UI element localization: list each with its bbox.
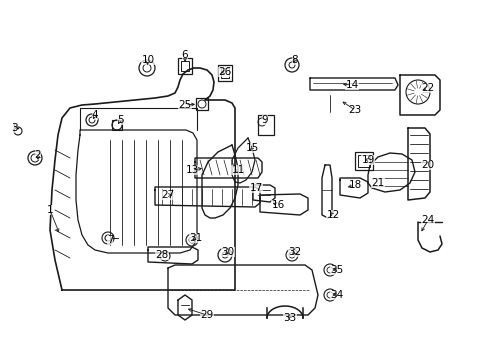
Bar — [178, 58, 192, 74]
Bar — [181, 61, 189, 71]
Text: 25: 25 — [178, 100, 191, 110]
Text: 2: 2 — [35, 150, 41, 160]
Text: 22: 22 — [421, 83, 434, 93]
Text: 17: 17 — [249, 183, 262, 193]
Text: 21: 21 — [370, 178, 384, 188]
Text: 26: 26 — [218, 67, 231, 77]
Text: 31: 31 — [189, 233, 202, 243]
Text: 28: 28 — [155, 250, 168, 260]
Text: 6: 6 — [182, 50, 188, 60]
Text: 13: 13 — [185, 165, 198, 175]
Text: 3: 3 — [11, 123, 17, 133]
Text: 16: 16 — [271, 200, 284, 210]
Text: 24: 24 — [421, 215, 434, 225]
Bar — [196, 98, 207, 110]
Text: 10: 10 — [141, 55, 154, 65]
Text: 14: 14 — [345, 80, 358, 90]
Text: 34: 34 — [330, 290, 343, 300]
Text: 18: 18 — [347, 180, 361, 190]
Text: 27: 27 — [161, 190, 174, 200]
Text: 29: 29 — [200, 310, 213, 320]
Text: 4: 4 — [92, 110, 98, 120]
Bar — [112, 120, 122, 130]
Bar — [357, 155, 369, 167]
Text: 5: 5 — [117, 115, 123, 125]
Text: 23: 23 — [347, 105, 361, 115]
Text: 35: 35 — [330, 265, 343, 275]
Text: 20: 20 — [421, 160, 434, 170]
Text: 8: 8 — [291, 55, 298, 65]
Text: 15: 15 — [245, 143, 258, 153]
Text: 9: 9 — [261, 115, 268, 125]
Text: 30: 30 — [221, 247, 234, 257]
Bar — [221, 68, 228, 78]
Bar — [354, 152, 372, 170]
Text: 7: 7 — [106, 235, 113, 245]
Bar — [218, 65, 231, 81]
Text: 33: 33 — [283, 313, 296, 323]
Bar — [258, 115, 273, 135]
Text: 1: 1 — [46, 205, 53, 215]
Text: 12: 12 — [325, 210, 339, 220]
Text: 11: 11 — [231, 165, 244, 175]
Text: 32: 32 — [288, 247, 301, 257]
Text: 19: 19 — [361, 155, 374, 165]
